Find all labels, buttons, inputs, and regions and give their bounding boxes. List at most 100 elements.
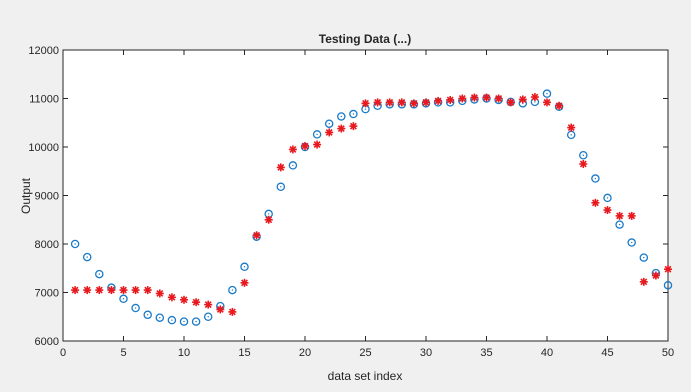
data-point-circle-center [606,197,609,199]
data-point-circle [167,315,177,325]
data-point-star [276,163,285,172]
data-point-circle [627,238,636,247]
data-point-circle-center [268,213,270,215]
data-point-circle-center [171,319,173,321]
data-point-star [591,198,600,207]
data-point-circle-center [667,284,669,286]
y-tick-label: 12000 [28,45,59,57]
data-point-circle-center [98,273,101,275]
data-point-circle-center [631,241,633,244]
data-point-star [470,93,479,102]
data-point-circle [603,193,612,203]
data-point-star [506,98,515,107]
data-point-star [579,159,588,168]
data-point-circle [131,303,140,313]
data-point-star [409,99,418,108]
y-tick-label: 6000 [35,336,59,348]
plot-marks [70,89,673,326]
data-point-star [349,122,358,131]
data-point-star [422,98,430,107]
data-point-circle-center [292,164,294,167]
data-point-circle-center [243,266,246,268]
data-point-star [664,265,672,274]
x-axis-label: data set index [328,369,403,383]
data-point-star [555,101,564,110]
data-point-star [216,305,225,314]
data-point-circle [615,220,624,229]
data-point-circle-center [147,314,149,316]
data-point-star [518,95,527,104]
data-point-star [627,211,636,220]
data-point-circle-center [183,320,185,323]
data-point-circle-center [280,186,282,188]
data-point-star [543,98,551,107]
x-tick-label: 15 [238,347,250,359]
data-point-star [434,96,443,105]
data-point-circle-center [74,243,76,245]
data-point-circle-center [122,298,125,300]
data-point-star [119,286,128,295]
x-tick-label: 10 [178,347,190,359]
chart-title: Testing Data (...) [319,32,411,46]
data-point-star [313,140,322,149]
x-tick-label: 0 [60,347,66,359]
x-tick-label: 35 [480,347,492,359]
data-point-circle [337,112,346,121]
data-point-circle [240,262,249,272]
data-point-circle [143,310,152,320]
plot-area [62,49,669,342]
data-point-star [252,231,261,240]
data-point-star [288,145,297,154]
data-point-star [603,206,612,215]
data-point-circle [324,119,334,128]
data-point-star [639,277,648,286]
data-point-star [373,98,382,107]
data-point-circle [663,280,673,290]
data-point-circle-center [159,317,161,319]
x-tick-label: 5 [120,347,126,359]
data-point-circle-center [231,289,234,291]
y-tick-label: 7000 [35,288,59,300]
y-axis-label: Output [19,177,33,214]
data-point-star [325,128,334,137]
data-point-circle [70,239,80,249]
y-tick-label: 11000 [29,94,59,106]
data-point-circle [591,174,600,183]
data-point-star [95,286,104,295]
data-point-star [482,93,491,102]
data-point-star [107,286,116,295]
data-point-star [143,286,152,295]
data-point-star [228,307,237,316]
data-point-circle [276,182,286,192]
data-point-star [446,95,455,104]
x-tick-label: 50 [662,347,674,359]
x-tick-label: 45 [601,347,613,359]
data-point-star [567,123,576,132]
data-point-star [397,98,406,107]
data-point-circle [288,161,298,170]
data-point-circle-center [364,108,367,110]
data-point-circle-center [618,223,621,226]
data-point-circle [228,285,237,295]
data-point-circle [203,312,213,321]
data-point-star [167,293,176,302]
data-point-circle [119,294,128,304]
data-point-circle [82,252,92,262]
data-point-circle-center [534,101,536,103]
data-point-star [264,215,273,224]
data-point-star [615,211,624,220]
y-tick-label: 8000 [35,239,59,251]
data-point-star [204,300,213,309]
data-point-circle [95,269,104,279]
data-point-star [240,278,249,287]
data-point-star [131,286,140,295]
data-point-circle [179,317,189,326]
x-tick-label: 30 [420,347,432,359]
data-point-circle-center [86,256,88,258]
y-tick-label: 9000 [35,191,59,203]
data-point-star [458,94,467,103]
data-point-circle-center [340,115,342,118]
data-point-star [192,298,201,307]
data-point-star [301,142,309,151]
x-tick-label: 40 [541,347,553,359]
